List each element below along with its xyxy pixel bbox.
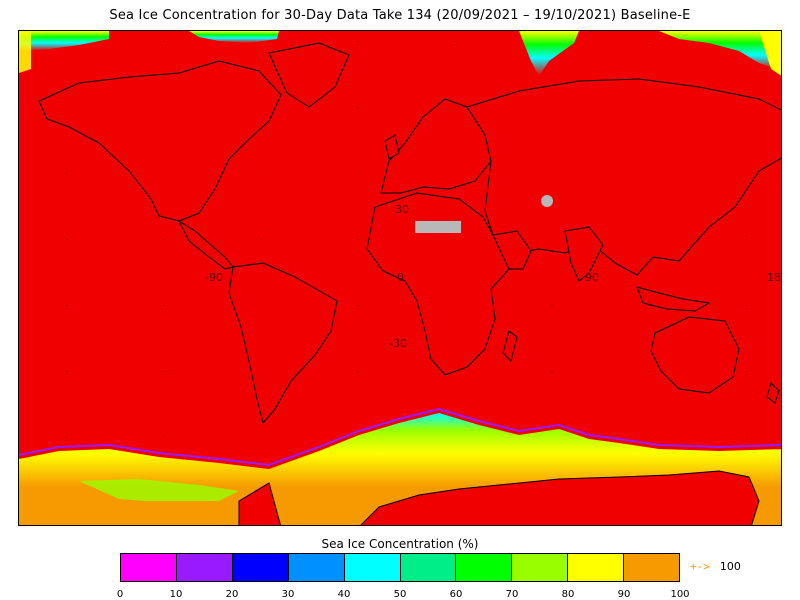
colorbar-segment <box>232 554 289 581</box>
lon-label-90: 90 <box>585 271 599 284</box>
colorbar-segment <box>288 554 345 581</box>
lat-label-minus-30: -30 <box>389 337 407 350</box>
colorbar-segment <box>121 554 177 581</box>
overflow-arrow: +-> <box>690 560 710 573</box>
lon-label-0: 0 <box>397 271 404 284</box>
colorbar-tick-label: 10 <box>169 589 183 600</box>
colorbar-tick-label: 0 <box>116 589 124 600</box>
colorbar-overflow-legend: +-> 100 <box>690 560 741 573</box>
sea-ice-map: -90 0 90 180 30 -30 <box>18 30 782 526</box>
antarctica <box>19 470 760 525</box>
colorbar-tick-label: 100 <box>670 589 690 600</box>
colorbar-segment <box>568 554 625 581</box>
lon-label-minus-90: -90 <box>205 271 223 284</box>
colorbar-segment <box>344 554 401 581</box>
colorbar-segment <box>624 554 680 581</box>
arctic-ice-edge <box>19 31 781 76</box>
colorbar-segment <box>456 554 513 581</box>
colorbar-tick-label: 60 <box>449 589 463 600</box>
colorbar-title: Sea Ice Concentration (%) <box>321 537 479 551</box>
colorbar-tick-label: 50 <box>393 589 407 600</box>
colorbar-tick-label: 40 <box>337 589 351 600</box>
colorbar-tick-label: 90 <box>617 589 631 600</box>
map-title: Sea Ice Concentration for 30-Day Data Ta… <box>109 8 691 23</box>
overflow-value: 100 <box>719 560 741 573</box>
colorbar-tick-label: 20 <box>225 589 239 600</box>
colorbar-tick-label: 80 <box>561 589 575 600</box>
colorbar-segment <box>176 554 233 581</box>
lat-label-30: 30 <box>395 203 409 216</box>
colorbar-segment <box>512 554 569 581</box>
colorbar <box>120 553 680 582</box>
colorbar-tick-label: 30 <box>281 589 295 600</box>
nodata-patches <box>415 195 553 233</box>
coastlines <box>38 42 781 424</box>
colorbar-tick-label: 70 <box>505 589 519 600</box>
lon-label-180: 180 <box>767 271 782 284</box>
colorbar-segment <box>400 554 457 581</box>
